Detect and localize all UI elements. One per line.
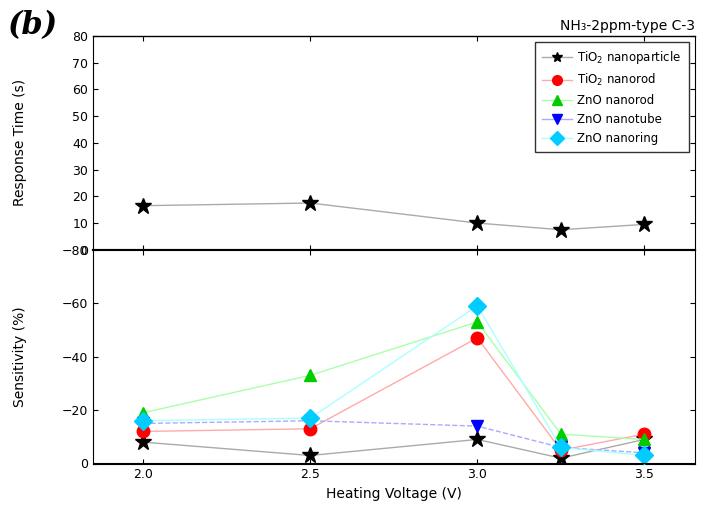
Y-axis label: Sensitivity (%): Sensitivity (%)	[13, 306, 27, 407]
Text: NH₃-2ppm-type C-3: NH₃-2ppm-type C-3	[559, 20, 695, 33]
Text: (b): (b)	[7, 10, 57, 41]
Y-axis label: Response Time (s): Response Time (s)	[13, 79, 27, 207]
Legend: TiO$_2$ nanoparticle, TiO$_2$ nanorod, ZnO nanorod, ZnO nanotube, ZnO nanoring: TiO$_2$ nanoparticle, TiO$_2$ nanorod, Z…	[535, 42, 689, 152]
X-axis label: Heating Voltage (V): Heating Voltage (V)	[326, 487, 462, 501]
